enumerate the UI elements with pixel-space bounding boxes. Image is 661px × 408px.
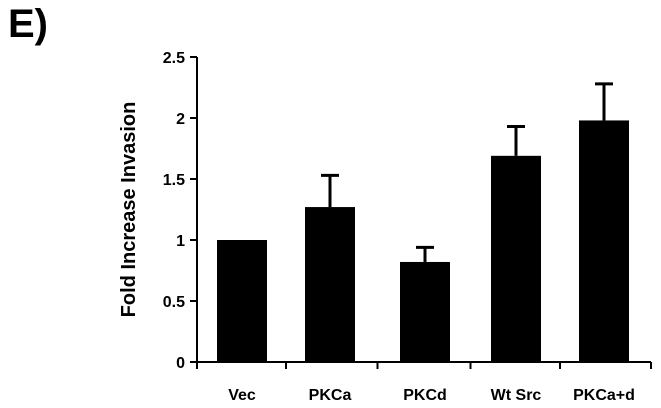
y-tick-label: 2 [176, 111, 185, 128]
plot-area: 0 0.5 1 1.5 2 2.5 Vec PKCa PKCd Wt Src PKCa+d Fold … [118, 50, 652, 404]
x-tick-label: PKCa+d [573, 387, 635, 404]
bar-pkca-d [579, 120, 629, 362]
y-tick-label: 2.5 [163, 50, 185, 67]
bar-wt-src [491, 155, 541, 362]
y-axis-title: Fold Increase Invasion [118, 102, 140, 318]
y-tick-label: 0.5 [163, 294, 185, 311]
y-tick-label: 1 [176, 233, 185, 250]
bar-pkcd [400, 261, 450, 362]
x-tick-label: PKCa [309, 387, 352, 404]
bar-pkca [305, 207, 355, 362]
x-tick-label: Vec [228, 387, 256, 404]
y-tick-label: 1.5 [163, 172, 185, 189]
bar-vec [217, 240, 267, 362]
x-tick-label: Wt Src [491, 387, 542, 404]
x-tick-label: PKCd [403, 387, 447, 404]
y-tick-label: 0 [176, 355, 185, 372]
panel-label: E) [8, 2, 48, 46]
